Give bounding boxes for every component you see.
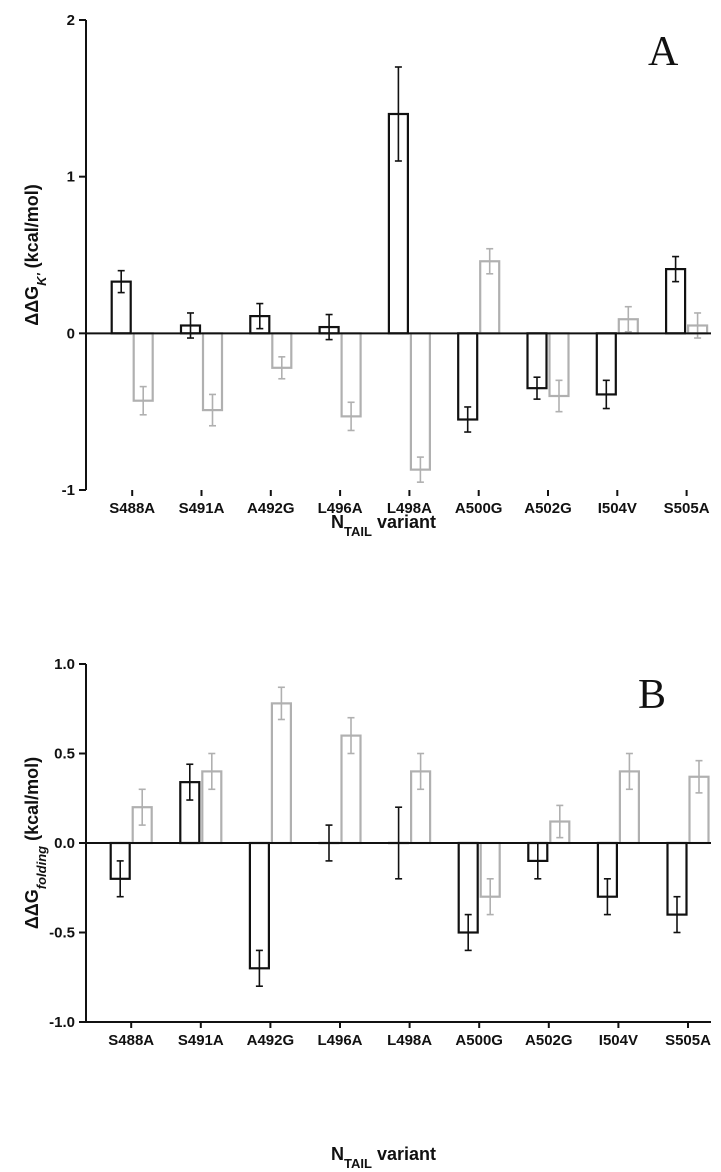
y-axis-title: ΔΔGfolding (kcal/mol) xyxy=(22,757,49,929)
y-tick-label: 2 xyxy=(67,12,75,29)
x-tick-label: A500G xyxy=(455,500,503,517)
panel-b-chart: -1.0 -0.5 0.0 0.5 1.0 S488A S491A A492G L496A L49… xyxy=(22,656,711,1171)
bar-series-2 xyxy=(270,702,292,845)
x-tick-label: S488A xyxy=(109,500,155,517)
x-tick-label: S488A xyxy=(108,1032,154,1049)
x-tick-label: L498A xyxy=(387,1032,432,1049)
y-tick-label: 0.5 xyxy=(54,746,75,763)
y-tick-label: 1 xyxy=(67,169,75,186)
x-tick-label: A492G xyxy=(247,500,295,517)
y-axis-title: ΔΔGK' (kcal/mol) xyxy=(22,184,49,325)
x-tick-label: L496A xyxy=(318,500,363,517)
bar-series-1 xyxy=(248,841,270,970)
x-tick-label: S491A xyxy=(179,500,225,517)
x-tick-label: L496A xyxy=(317,1032,362,1049)
panel-a-chart: -1 0 1 2 S488A S491A A492G L496A L498A A500G A502G… xyxy=(22,12,711,539)
x-tick-label: I504V xyxy=(599,1032,638,1049)
x-tick-label: L498A xyxy=(387,500,432,517)
x-tick-label: A500G xyxy=(455,1032,503,1049)
x-tick-label: S491A xyxy=(178,1032,224,1049)
bar-series-2 xyxy=(409,332,431,471)
x-tick-label: S505A xyxy=(664,500,710,517)
x-tick-label: A502G xyxy=(524,500,572,517)
x-tick-label: I504V xyxy=(598,500,637,517)
panel-letter: A xyxy=(648,29,679,75)
y-tick-label: 0.0 xyxy=(54,835,75,852)
y-tick-label: 0 xyxy=(67,325,75,342)
x-tick-label: A502G xyxy=(525,1032,573,1049)
y-tick-label: -0.5 xyxy=(49,925,75,942)
x-tick-label: A492G xyxy=(247,1032,295,1049)
x-axis-title: NTAIL variant xyxy=(331,512,436,539)
y-tick-label: -1 xyxy=(62,482,75,499)
panel-letter: B xyxy=(638,672,666,718)
x-tick-label: S505A xyxy=(665,1032,711,1049)
y-tick-label: -1.0 xyxy=(49,1014,75,1031)
x-axis-title: NTAIL variant xyxy=(331,1144,436,1171)
y-tick-label: 1.0 xyxy=(54,656,75,673)
